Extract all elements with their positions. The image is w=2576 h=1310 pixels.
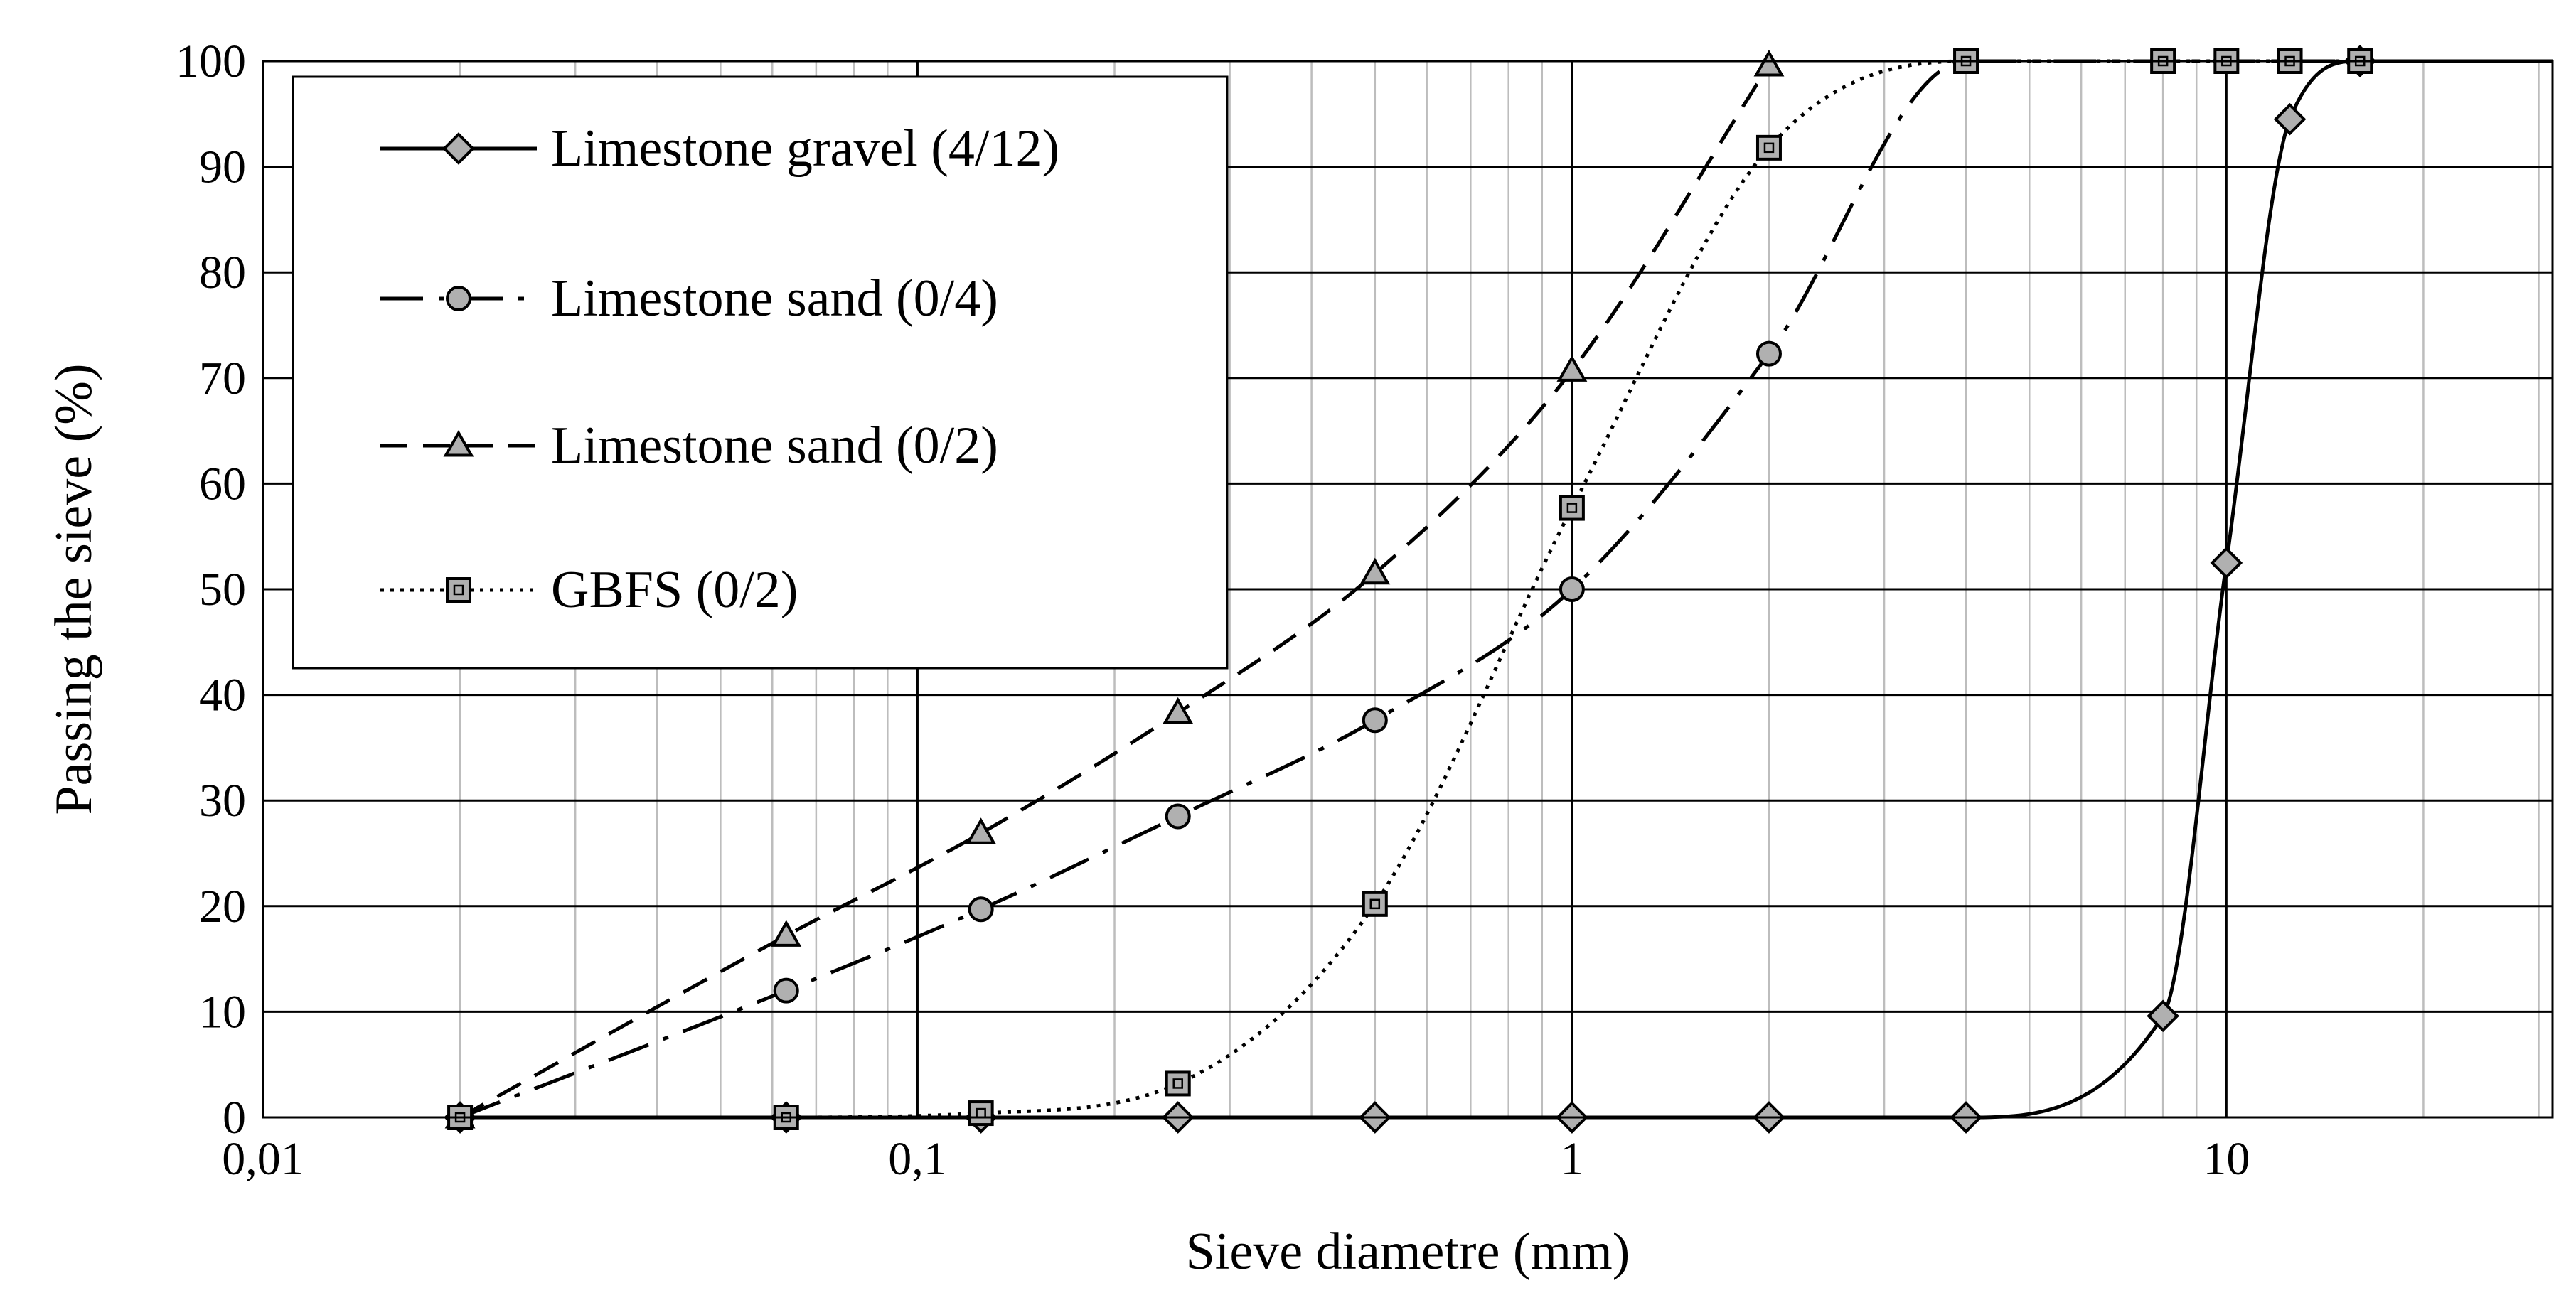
square-marker-inner [1566,503,1578,513]
square-marker-outer [1559,495,1585,521]
legend-label: Limestone gravel (4/12) [551,119,1059,178]
legend-triangle-marker [443,429,474,457]
legend-label: Limestone sand (0/4) [551,269,998,328]
square-marker-outer [968,1100,994,1127]
legend-square-marker [446,577,471,603]
y-tick-label: 0 [223,1092,246,1144]
x-tick-label: 0,01 [222,1133,304,1185]
y-axis-title: Passing the sieve (%) [45,363,103,815]
square-marker-inner [1369,898,1381,910]
circle-marker [773,977,799,1004]
x-axis-title: Sieve diametre (mm) [1186,1223,1630,1281]
legend-label: Limestone sand (0/2) [551,417,998,475]
square-marker [1559,495,1585,521]
square-marker-outer [1362,891,1388,917]
diamond-marker [2210,547,2243,579]
circle-marker [968,896,994,923]
circle-marker [1755,340,1782,367]
square-marker-inner [1763,142,1775,154]
circle-marker [1559,576,1585,602]
diamond-marker [2273,102,2307,136]
series-line [460,59,2553,1120]
square-marker-outer [1755,134,1782,161]
legend-circle-marker [446,286,471,311]
legend-box [292,75,1229,670]
y-tick-label: 80 [199,247,246,299]
square-marker-inner [1172,1078,1183,1089]
y-tick-label: 30 [199,775,246,827]
circle-marker [1165,803,1191,830]
y-tick-label: 20 [199,881,246,933]
square-marker-outer [1165,1070,1191,1097]
plot-frame [262,60,2554,1119]
legend-label: GBFS (0/2) [551,561,798,619]
square-marker [968,1100,994,1127]
y-tick-label: 70 [199,353,246,404]
x-tick-label: 0,1 [888,1133,947,1185]
square-marker-inner [453,584,464,596]
circle-marker [1362,707,1388,734]
square-marker [1165,1070,1191,1097]
y-tick-label: 100 [176,36,246,87]
triangle-marker [1753,49,1785,77]
y-tick-labels: 0 10 20 30 40 50 60 70 80 90 100 [176,36,246,1144]
legend-diamond-marker [442,132,475,165]
y-tick-label: 40 [199,670,246,721]
x-tick-label: 10 [2203,1133,2250,1185]
triangle-marker [1359,557,1391,585]
y-tick-label: 90 [199,141,246,193]
square-marker [1362,891,1388,917]
triangle-marker [771,920,802,947]
triangle-marker [1163,697,1194,724]
triangle-marker [1556,355,1588,382]
y-tick-label: 50 [199,564,246,616]
triangle-marker [966,817,997,844]
y-tick-label: 60 [199,458,246,510]
square-marker [1755,134,1782,161]
x-tick-label: 1 [1560,1133,1583,1185]
diamond-marker [2147,999,2179,1033]
square-marker-outer [446,577,471,603]
x-tick-labels: 0,01 0,1 1 10 [222,1133,2250,1185]
legend: Limestone gravel (4/12) Limestone sand (0… [292,75,1229,670]
y-tick-label: 10 [199,986,246,1038]
